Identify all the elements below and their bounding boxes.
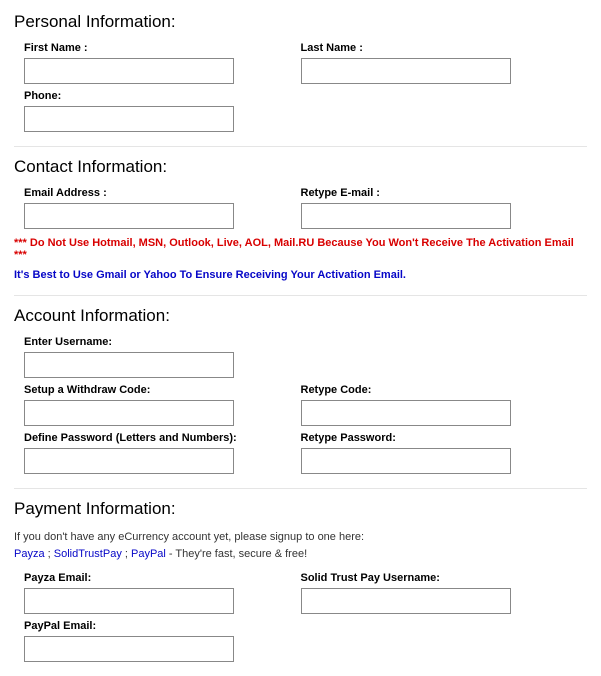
last-name-label: Last Name : [301,42,558,54]
section-title-payment: Payment Information: [14,499,587,519]
phone-label: Phone: [24,90,271,102]
payza-email-label: Payza Email: [24,572,271,584]
payza-link[interactable]: Payza [14,548,45,560]
section-title-personal: Personal Information: [14,12,587,32]
divider [14,488,587,489]
section-title-account: Account Information: [14,306,587,326]
retype-code-input[interactable] [301,400,511,426]
paypal-link[interactable]: PayPal [131,548,166,560]
retype-email-label: Retype E-mail : [301,187,558,199]
email-label: Email Address : [24,187,271,199]
email-warning: *** Do Not Use Hotmail, MSN, Outlook, Li… [14,237,587,261]
retype-code-label: Retype Code: [301,384,558,396]
stp-username-input[interactable] [301,588,511,614]
solidtrustpay-link[interactable]: SolidTrustPay [54,548,122,560]
last-name-input[interactable] [301,58,511,84]
withdraw-code-input[interactable] [24,400,234,426]
payment-note: If you don't have any eCurrency account … [14,529,587,562]
link-sep: ; [122,548,131,560]
email-info: It's Best to Use Gmail or Yahoo To Ensur… [14,269,587,281]
payment-note-pre: If you don't have any eCurrency account … [14,531,364,543]
stp-username-label: Solid Trust Pay Username: [301,572,558,584]
divider [14,295,587,296]
username-input[interactable] [24,352,234,378]
first-name-label: First Name : [24,42,271,54]
phone-input[interactable] [24,106,234,132]
email-input[interactable] [24,203,234,229]
first-name-input[interactable] [24,58,234,84]
withdraw-code-label: Setup a Withdraw Code: [24,384,271,396]
link-sep: ; [45,548,54,560]
password-input[interactable] [24,448,234,474]
retype-password-label: Retype Password: [301,432,558,444]
password-label: Define Password (Letters and Numbers): [24,432,271,444]
divider [14,146,587,147]
payment-note-post: - They're fast, secure & free! [166,548,307,560]
retype-password-input[interactable] [301,448,511,474]
retype-email-input[interactable] [301,203,511,229]
section-title-contact: Contact Information: [14,157,587,177]
payza-email-input[interactable] [24,588,234,614]
username-label: Enter Username: [24,336,271,348]
paypal-email-label: PayPal Email: [24,620,271,632]
